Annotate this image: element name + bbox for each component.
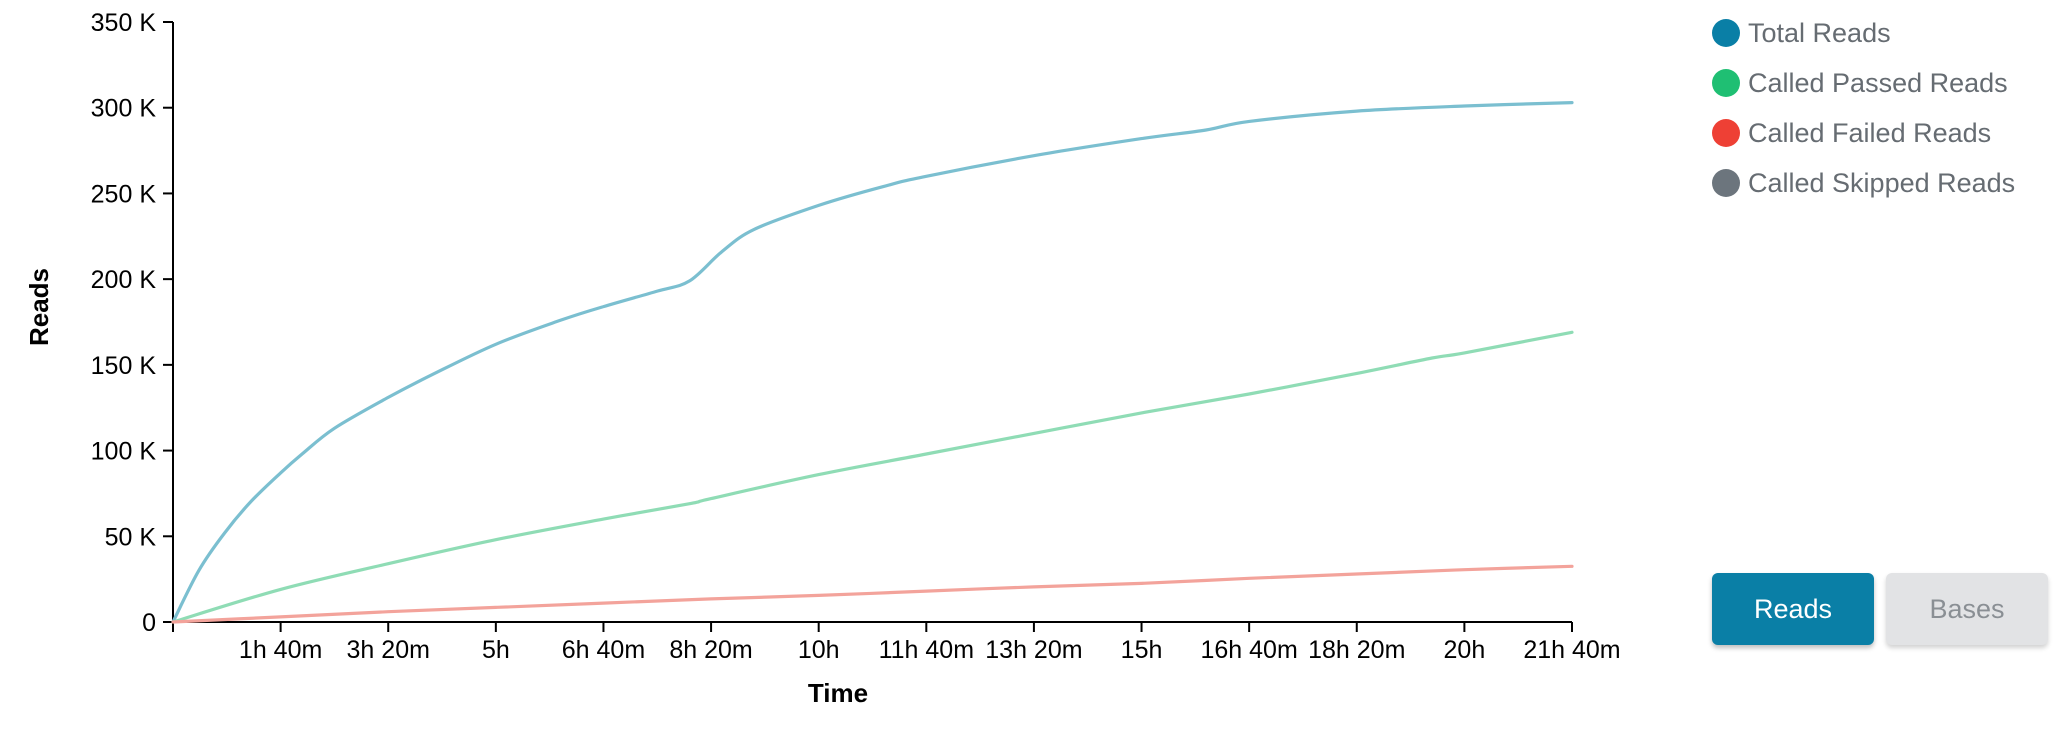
reads-toggle-button[interactable]: Reads	[1712, 573, 1874, 645]
y-tick-label: 350 K	[91, 9, 157, 37]
bases-toggle-button[interactable]: Bases	[1886, 573, 2048, 645]
x-axis: 1h 40m 3h 20m 5h 6h 40m 8h 20m 10h 11h 40m 13h …	[172, 621, 1621, 664]
x-tick-label: 13h 20m	[985, 636, 1082, 664]
legend-label-called-failed-reads: Called Failed Reads	[1748, 117, 1992, 148]
x-tick-label: 15h	[1121, 636, 1163, 664]
y-tick-label: 250 K	[91, 180, 157, 208]
x-tick-label: 1h 40m	[239, 636, 322, 664]
y-tick-label: 300 K	[91, 95, 157, 123]
called-skipped-reads-dot-icon	[1712, 169, 1740, 197]
x-tick-label: 11h 40m	[879, 636, 974, 664]
x-tick-label: 21h 40m	[1523, 636, 1620, 664]
x-tick-label: 18h 20m	[1308, 636, 1405, 664]
y-tick-label: 50 K	[105, 523, 157, 551]
reads-chart: 0 50 K 100 K 150 K 200 K 250 K 300 K 350 K 1h 4…	[24, 9, 1621, 708]
x-tick-label: 5h	[482, 636, 510, 664]
legend-label-called-passed-reads: Called Passed Reads	[1748, 67, 2008, 98]
series-layer	[171, 101, 1574, 624]
series-line-called-failed-reads	[171, 564, 1574, 624]
legend-label-total-reads: Total Reads	[1748, 17, 1891, 48]
x-tick-label: 3h 20m	[347, 636, 430, 664]
legend-item-called-skipped-reads[interactable]: Called Skipped Reads	[1712, 158, 2015, 208]
legend-label-called-skipped-reads: Called Skipped Reads	[1748, 167, 2016, 198]
called-passed-reads-dot-icon	[1712, 69, 1740, 97]
total-reads-dot-icon	[1712, 19, 1740, 47]
x-tick-label: 6h 40m	[562, 636, 645, 664]
legend-item-called-passed-reads[interactable]: Called Passed Reads	[1712, 58, 2015, 108]
x-tick-label: 10h	[798, 636, 840, 664]
y-tick-label: 200 K	[91, 266, 157, 294]
legend-item-total-reads[interactable]: Total Reads	[1712, 8, 2015, 58]
legend-item-called-failed-reads[interactable]: Called Failed Reads	[1712, 108, 2015, 158]
chart-legend: Total Reads Called Passed Reads Called F…	[1712, 8, 2015, 208]
y-tick-label: 150 K	[91, 352, 157, 380]
y-axis-label: Reads	[24, 268, 54, 346]
x-tick-label: 16h 40m	[1201, 636, 1298, 664]
y-axis: 0 50 K 100 K 150 K 200 K 250 K 300 K 350 K	[91, 9, 174, 637]
x-tick-label: 20h	[1444, 636, 1486, 664]
y-tick-label: 0	[142, 609, 156, 637]
series-line-total-reads	[171, 101, 1574, 624]
series-line-called-passed-reads	[171, 330, 1574, 624]
called-failed-reads-dot-icon	[1712, 119, 1740, 147]
x-tick-label: 8h 20m	[669, 636, 752, 664]
y-tick-label: 100 K	[91, 438, 157, 466]
x-axis-label: Time	[808, 678, 868, 708]
